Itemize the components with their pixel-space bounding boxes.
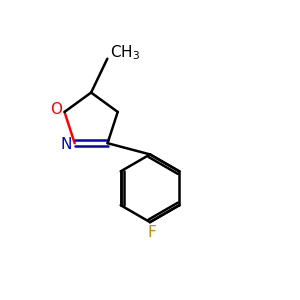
Text: CH$_3$: CH$_3$ [110,44,140,62]
Text: F: F [147,225,156,240]
Text: N: N [60,137,71,152]
Text: O: O [50,102,62,117]
